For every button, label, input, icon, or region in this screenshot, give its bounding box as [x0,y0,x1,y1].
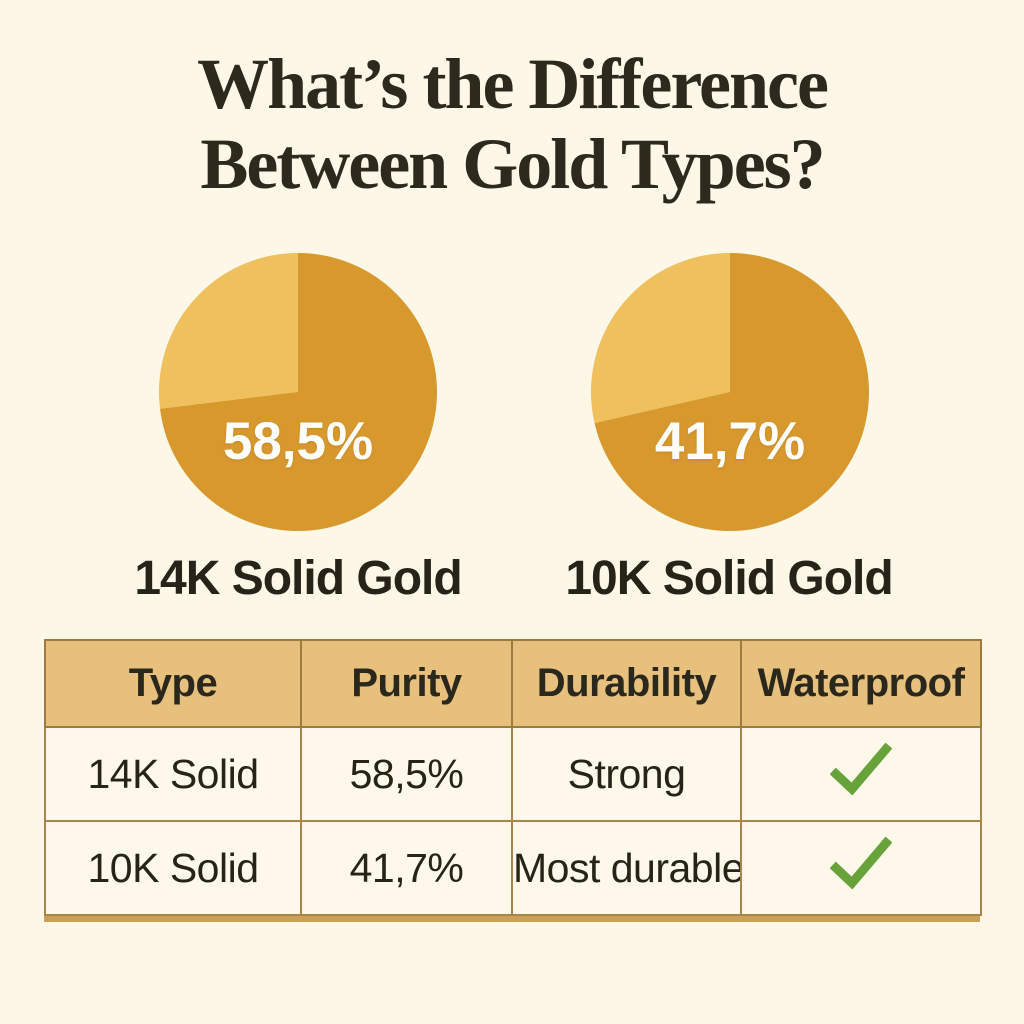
cell-type-14k: 14K Solid [44,726,302,822]
table-row: 14K Solid 58,5% Strong [44,726,982,822]
cell-waterproof-10k [740,820,982,916]
cell-purity-14k: 58,5% [300,726,513,822]
checkmark-icon [830,743,892,795]
header-cell-waterproof: Waterproof [740,639,982,728]
pie-caption-10k: 10K Solid Gold [565,552,893,605]
comparison-table-wrap: Type Purity Durability Waterproof 14K So… [44,639,982,922]
table-header-row: Type Purity Durability Waterproof [44,639,982,728]
pie-chart-10k: 41,7% [591,253,869,531]
page-title-line-2: Between Gold Types? [200,124,825,204]
pie-value-label-14k: 58,5% [222,412,374,471]
header-cell-purity: Purity [300,639,513,728]
cell-type-10k: 10K Solid [44,820,302,916]
comparison-table: Type Purity Durability Waterproof 14K So… [44,639,982,916]
cell-waterproof-14k [740,726,982,822]
cell-durability-10k: Most durable [511,820,742,916]
page-title-line-1: What’s the Difference [197,44,829,124]
header-cell-type: Type [44,639,302,728]
pie-chart-14k: 58,5% [159,253,437,531]
page-title: What’s the Difference Between Gold Types… [0,44,1024,204]
header-cell-durability: Durability [511,639,742,728]
checkmark-icon [830,837,892,889]
pie-caption-14k: 14K Solid Gold [134,552,462,605]
cell-purity-10k: 41,7% [300,820,513,916]
pie-value-label-10k: 41,7% [654,412,806,471]
cell-durability-14k: Strong [511,726,742,822]
table-row: 10K Solid 41,7% Most durable [44,820,982,916]
